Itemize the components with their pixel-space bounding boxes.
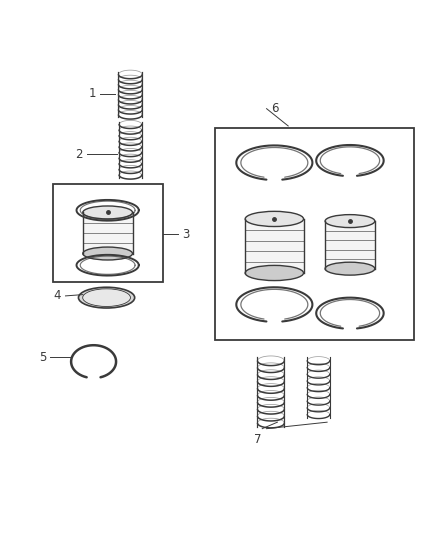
Bar [83, 213, 133, 254]
Ellipse shape [325, 262, 375, 275]
Ellipse shape [245, 212, 304, 227]
Ellipse shape [83, 206, 133, 219]
Ellipse shape [78, 287, 134, 308]
Text: 7: 7 [254, 433, 261, 446]
Text: 1: 1 [88, 87, 96, 100]
Text: 3: 3 [182, 228, 190, 240]
Text: 6: 6 [271, 102, 279, 115]
Ellipse shape [245, 265, 304, 280]
Bar [215, 128, 413, 340]
Ellipse shape [83, 289, 131, 306]
Text: 2: 2 [75, 148, 83, 160]
Text: 4: 4 [54, 289, 61, 302]
Bar [53, 184, 163, 281]
Bar [245, 219, 304, 273]
Ellipse shape [83, 247, 133, 260]
Ellipse shape [325, 215, 375, 228]
Bar [325, 221, 375, 269]
Text: 5: 5 [39, 351, 46, 364]
